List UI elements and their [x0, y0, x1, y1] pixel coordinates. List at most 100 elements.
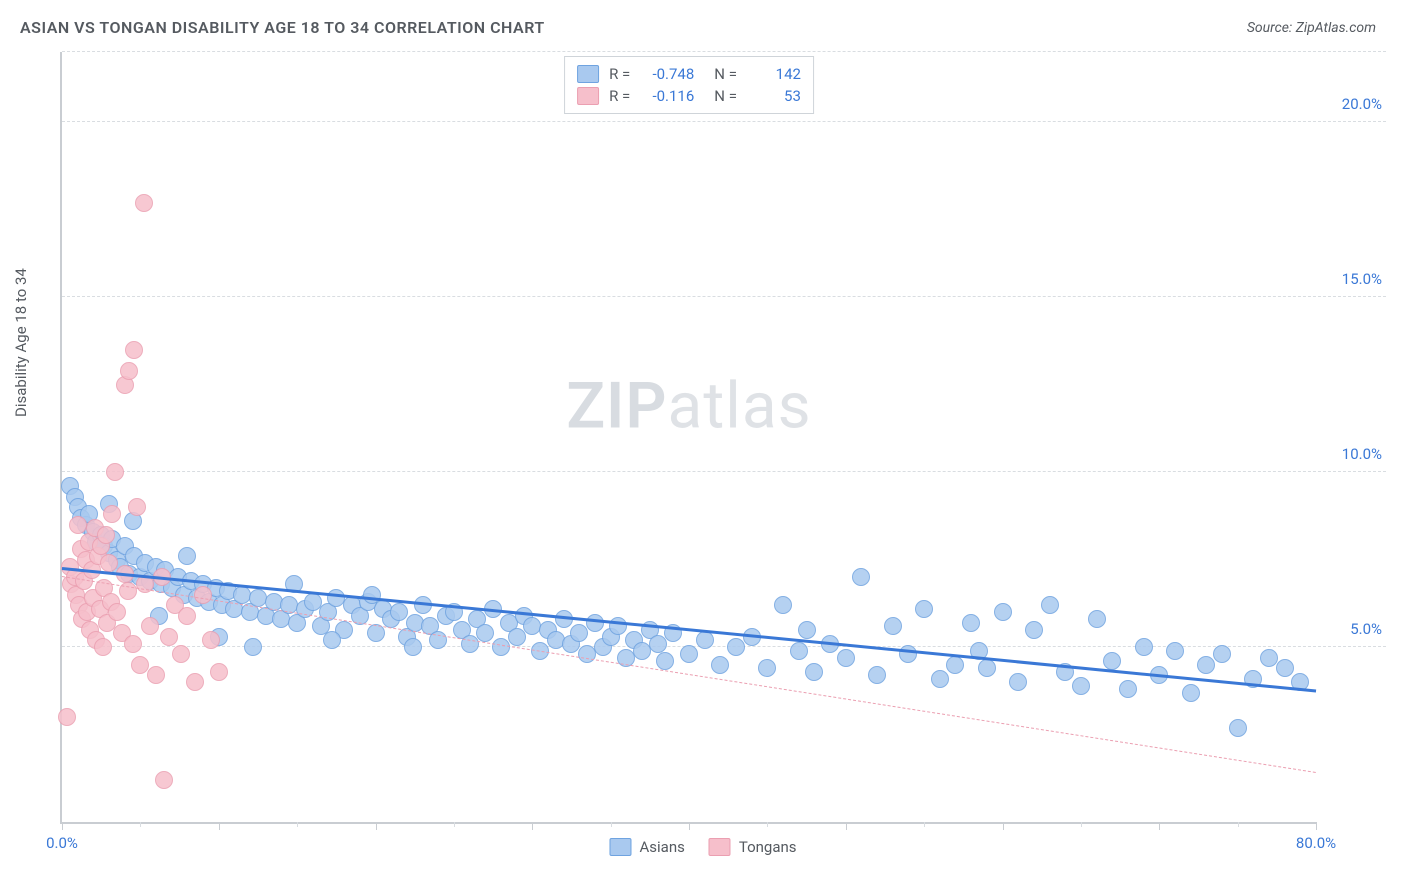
data-point [884, 617, 902, 635]
series-legend-item: Tongans [709, 838, 797, 856]
data-point [186, 673, 204, 691]
x-tick [846, 822, 847, 830]
legend-r-label: R = [609, 65, 630, 83]
data-point [323, 631, 341, 649]
data-point [244, 638, 262, 656]
watermark: ZIPatlas [566, 369, 811, 444]
data-point [194, 586, 212, 604]
data-point [1213, 645, 1231, 663]
data-point [962, 614, 980, 632]
legend-swatch [577, 87, 599, 105]
plot-area: ZIPatlas R =-0.748N =142R =-0.116N =53 5… [60, 52, 1316, 824]
gridline [62, 121, 1386, 122]
data-point [160, 628, 178, 646]
chart-container: Disability Age 18 to 34 ZIPatlas R =-0.7… [20, 52, 1386, 862]
data-point [696, 631, 714, 649]
data-point [210, 663, 228, 681]
data-point [649, 635, 667, 653]
data-point [774, 596, 792, 614]
trend-line [62, 576, 1316, 773]
x-tick [689, 822, 690, 830]
x-tick-minor [297, 822, 298, 827]
gridline [62, 51, 1386, 52]
data-point [656, 652, 674, 670]
data-point [1229, 719, 1247, 737]
gridline [62, 471, 1386, 472]
data-point [124, 635, 142, 653]
data-point [1103, 652, 1121, 670]
x-tick [1003, 822, 1004, 830]
y-tick-label: 15.0% [1342, 270, 1382, 288]
data-point [461, 635, 479, 653]
watermark-rest: atlas [668, 369, 812, 444]
data-point [915, 600, 933, 618]
x-tick [1316, 822, 1317, 830]
legend-swatch [577, 65, 599, 83]
data-point [727, 638, 745, 656]
data-point [1197, 656, 1215, 674]
data-point [1041, 596, 1059, 614]
data-point [202, 631, 220, 649]
data-point [1025, 621, 1043, 639]
x-tick [62, 822, 63, 830]
data-point [508, 628, 526, 646]
data-point [1276, 659, 1294, 677]
data-point [570, 624, 588, 642]
data-point [758, 659, 776, 677]
x-tick-minor [611, 822, 612, 827]
data-point [1072, 677, 1090, 695]
legend-row: R =-0.116N =53 [577, 85, 801, 107]
data-point [141, 617, 159, 635]
x-tick [219, 822, 220, 830]
data-point [711, 656, 729, 674]
y-tick-label: 5.0% [1350, 620, 1382, 638]
legend-r-value: -0.748 [640, 65, 694, 83]
data-point [852, 568, 870, 586]
watermark-bold: ZIP [566, 369, 667, 444]
data-point [94, 638, 112, 656]
data-point [476, 624, 494, 642]
data-point [172, 645, 190, 663]
data-point [946, 656, 964, 674]
series-legend-label: Asians [639, 838, 684, 856]
data-point [404, 638, 422, 656]
x-tick-minor [140, 822, 141, 827]
legend-n-label: N = [714, 87, 737, 105]
legend-swatch [609, 838, 631, 856]
chart-title: ASIAN VS TONGAN DISABILITY AGE 18 TO 34 … [20, 18, 545, 37]
legend-row: R =-0.748N =142 [577, 63, 801, 85]
data-point [1088, 610, 1106, 628]
x-tick-minor [1081, 822, 1082, 827]
x-tick-minor [1238, 822, 1239, 827]
data-point [492, 638, 510, 656]
x-tick [532, 822, 533, 830]
correlation-legend: R =-0.748N =142R =-0.116N =53 [564, 56, 814, 114]
data-point [978, 659, 996, 677]
data-point [103, 505, 121, 523]
data-point [97, 526, 115, 544]
legend-swatch [709, 838, 731, 856]
x-tick-minor [454, 822, 455, 827]
y-tick-label: 20.0% [1342, 95, 1382, 113]
legend-n-label: N = [714, 65, 737, 83]
legend-r-value: -0.116 [640, 87, 694, 105]
data-point [798, 621, 816, 639]
data-point [1166, 642, 1184, 660]
data-point [178, 607, 196, 625]
data-point [178, 547, 196, 565]
data-point [1135, 638, 1153, 656]
data-point [135, 194, 153, 212]
data-point [837, 649, 855, 667]
data-point [1009, 673, 1027, 691]
source-attribution: Source: ZipAtlas.com [1247, 20, 1376, 36]
chart-header: ASIAN VS TONGAN DISABILITY AGE 18 TO 34 … [0, 0, 1406, 47]
x-tick-minor [767, 822, 768, 827]
x-axis-label: 0.0% [46, 834, 78, 852]
data-point [69, 516, 87, 534]
series-legend-item: Asians [609, 838, 684, 856]
y-axis-label: Disability Age 18 to 34 [12, 268, 30, 417]
data-point [994, 603, 1012, 621]
legend-r-label: R = [609, 87, 630, 105]
gridline [62, 296, 1386, 297]
data-point [931, 670, 949, 688]
